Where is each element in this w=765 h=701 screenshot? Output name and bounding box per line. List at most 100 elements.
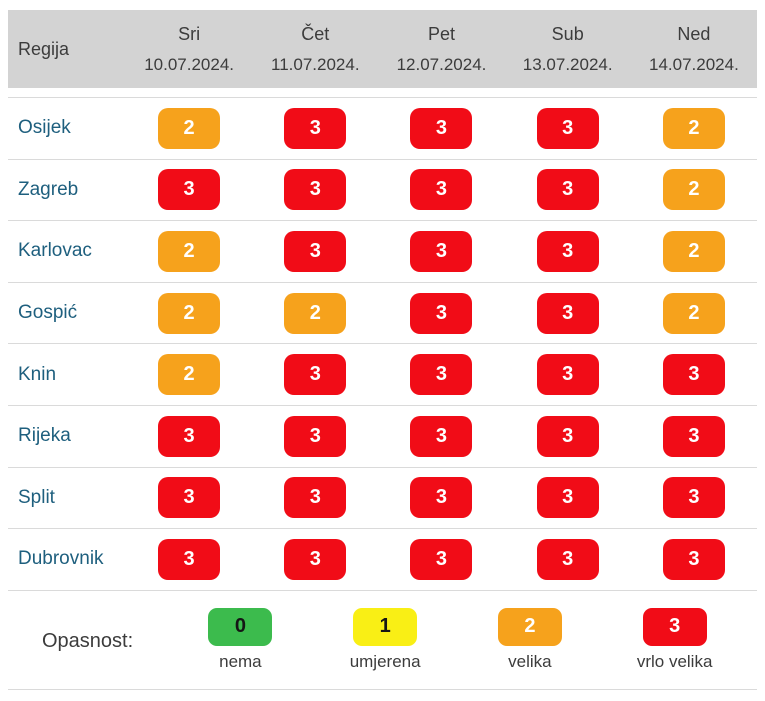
- table-row: Rijeka 3 3 3 3 3: [8, 404, 757, 467]
- region-link[interactable]: Knin: [18, 363, 57, 385]
- table-cell: 3: [505, 230, 631, 272]
- region-column-header: Regija: [18, 38, 70, 59]
- table-cell: 3: [505, 477, 631, 519]
- legend-level-badge: 2: [497, 607, 562, 646]
- table-cell: 3: [126, 477, 252, 519]
- danger-level-badge: 2: [662, 230, 725, 272]
- table-cell: 2: [126, 107, 252, 149]
- danger-level-badge: 3: [536, 292, 599, 334]
- table-cell: 2: [631, 169, 757, 211]
- danger-level-badge: 3: [284, 230, 347, 272]
- danger-level-badge: 3: [662, 538, 725, 580]
- table-cell: 2: [126, 354, 252, 396]
- danger-level-badge: 3: [662, 415, 725, 457]
- region-link[interactable]: Gospić: [18, 302, 78, 324]
- table-cell: 3: [631, 538, 757, 580]
- legend-level-badge: 1: [353, 607, 418, 646]
- day-name: Sub: [551, 23, 584, 44]
- danger-level-badge: 2: [158, 354, 221, 396]
- table-cell: 3: [252, 107, 378, 149]
- legend-item-label: vrlo velika: [636, 651, 713, 671]
- legend-item-label: nema: [219, 651, 262, 671]
- table-cell: 2: [126, 230, 252, 272]
- danger-level-badge: 3: [158, 538, 221, 580]
- legend-item: 0 nema: [168, 607, 313, 672]
- legend-item-label: umjerena: [349, 651, 421, 671]
- danger-level-badge: 3: [284, 538, 347, 580]
- legend-item: 1 umjerena: [313, 607, 458, 672]
- day-column-header: Pet 12.07.2024.: [378, 24, 504, 75]
- table-cell: 3: [631, 354, 757, 396]
- danger-level-badge: 3: [410, 292, 473, 334]
- day-name: Čet: [301, 23, 330, 44]
- danger-level-badge: 3: [410, 354, 473, 396]
- table-cell: 2: [631, 230, 757, 272]
- table-cell: 2: [252, 292, 378, 334]
- table-row: Karlovac 2 3 3 3 2: [8, 220, 757, 282]
- table-row: Gospić 2 2 3 3 2: [8, 281, 757, 344]
- danger-level-badge: 3: [284, 354, 347, 396]
- danger-level-badge: 3: [536, 477, 599, 519]
- danger-level-badge: 3: [284, 477, 347, 519]
- table-cell: 3: [378, 230, 504, 272]
- table-cell: 3: [252, 415, 378, 457]
- danger-level-badge: 3: [536, 107, 599, 149]
- danger-level-badge: 2: [158, 107, 221, 149]
- danger-level-badge: 3: [536, 538, 599, 580]
- table-row: Zagreb 3 3 3 3 2: [8, 158, 757, 221]
- danger-level-badge: 3: [410, 538, 473, 580]
- legend-item-label: velika: [508, 651, 552, 671]
- danger-level-badge: 2: [662, 107, 725, 149]
- danger-level-badge: 3: [410, 477, 473, 519]
- table-cell: 3: [631, 477, 757, 519]
- legend-item: 3 vrlo velika: [602, 607, 747, 672]
- danger-level-badge: 3: [410, 169, 473, 211]
- table-cell: 3: [505, 354, 631, 396]
- table-cell: 3: [378, 292, 504, 334]
- table-cell: 3: [505, 538, 631, 580]
- table-cell: 3: [126, 169, 252, 211]
- danger-level-badge: 2: [158, 230, 221, 272]
- danger-level-badge: 3: [536, 415, 599, 457]
- table-cell: 3: [252, 477, 378, 519]
- table-row: Dubrovnik 3 3 3 3 3: [8, 528, 757, 590]
- day-column-header: Sub 13.07.2024.: [505, 24, 631, 75]
- danger-legend: Opasnost: 0 nema 1 umjerena 2 velika 3 v…: [8, 589, 757, 690]
- danger-level-badge: 3: [410, 415, 473, 457]
- region-link[interactable]: Zagreb: [18, 178, 79, 200]
- region-link[interactable]: Osijek: [18, 117, 71, 139]
- table-cell: 3: [378, 354, 504, 396]
- table-row: Split 3 3 3 3 3: [8, 466, 757, 529]
- day-date: 10.07.2024.: [144, 54, 234, 74]
- danger-level-badge: 3: [284, 415, 347, 457]
- region-link[interactable]: Rijeka: [18, 425, 71, 447]
- table-cell: 3: [505, 415, 631, 457]
- danger-level-badge: 3: [536, 169, 599, 211]
- table-cell: 3: [378, 538, 504, 580]
- table-cell: 2: [631, 107, 757, 149]
- table-row: Osijek 2 3 3 3 2: [8, 97, 757, 159]
- day-column-header: Čet 11.07.2024.: [252, 24, 378, 75]
- table-cell: 3: [126, 538, 252, 580]
- region-link[interactable]: Split: [18, 486, 55, 508]
- day-date: 11.07.2024.: [271, 54, 360, 74]
- danger-level-badge: 3: [284, 107, 347, 149]
- danger-level-badge: 3: [410, 230, 473, 272]
- table-cell: 3: [378, 107, 504, 149]
- legend-item: 2 velika: [458, 607, 603, 672]
- table-cell: 3: [505, 169, 631, 211]
- table-cell: 3: [252, 169, 378, 211]
- day-date: 12.07.2024.: [396, 54, 487, 74]
- danger-level-badge: 3: [662, 477, 725, 519]
- table-cell: 3: [378, 415, 504, 457]
- danger-level-badge: 3: [410, 107, 473, 149]
- table-cell: 3: [252, 230, 378, 272]
- danger-level-badge: 3: [158, 169, 221, 211]
- region-link[interactable]: Karlovac: [18, 240, 92, 262]
- region-link[interactable]: Dubrovnik: [18, 548, 104, 570]
- danger-level-badge: 2: [662, 169, 725, 211]
- table-cell: 3: [505, 292, 631, 334]
- danger-level-badge: 3: [284, 169, 347, 211]
- table-body: Osijek 2 3 3 3 2 Zagreb 3 3 3 3 2 Karlov…: [8, 97, 757, 590]
